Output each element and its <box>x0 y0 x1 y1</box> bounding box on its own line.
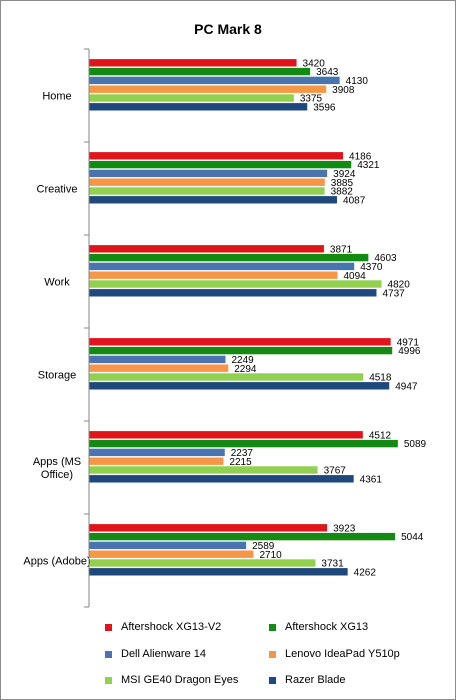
data-label: 2710 <box>259 550 282 561</box>
bar <box>89 457 224 465</box>
category-label: Apps (MS Office) <box>33 456 81 481</box>
data-label: 3420 <box>303 58 326 69</box>
bar <box>89 152 344 160</box>
bar <box>89 559 316 567</box>
data-label: 4971 <box>397 337 420 348</box>
bar <box>89 169 328 178</box>
data-label: 4737 <box>382 288 405 299</box>
data-label: 2249 <box>231 355 254 366</box>
data-label: 2215 <box>229 457 252 468</box>
data-label: 3924 <box>333 169 356 180</box>
data-label: 3375 <box>300 94 323 105</box>
data-label: 4512 <box>369 430 392 441</box>
data-label: 3908 <box>332 85 355 96</box>
bar <box>89 76 340 85</box>
bar <box>89 160 352 169</box>
bar <box>89 338 391 346</box>
data-label: 4370 <box>360 262 383 273</box>
data-label: 4262 <box>354 567 377 578</box>
bar <box>89 524 328 532</box>
chart-title: PC Mark 8 <box>194 21 262 37</box>
bar <box>89 280 382 288</box>
data-label: 3596 <box>313 102 336 113</box>
data-label: 4947 <box>395 381 418 392</box>
bar <box>89 373 364 381</box>
bar <box>89 431 363 439</box>
bar <box>89 94 294 102</box>
bar <box>89 355 226 364</box>
bar <box>89 253 369 262</box>
data-label: 4130 <box>346 76 369 87</box>
bar <box>89 271 338 279</box>
data-label: 2589 <box>252 541 275 552</box>
category-label: Apps (Adobe) <box>23 556 90 568</box>
category-label: Storage <box>38 370 77 382</box>
bar <box>89 541 247 550</box>
bar <box>89 382 390 390</box>
bar <box>89 439 398 448</box>
category-label: Home <box>42 91 71 103</box>
data-label: 4361 <box>360 474 383 485</box>
bar <box>89 346 393 355</box>
bar <box>89 289 377 297</box>
data-label: 5044 <box>401 532 424 543</box>
bar <box>89 85 327 93</box>
data-label: 4186 <box>349 151 372 162</box>
data-label: 3767 <box>324 466 347 477</box>
data-label: 4603 <box>374 253 397 264</box>
bar <box>89 448 225 457</box>
bar <box>89 196 338 204</box>
bar <box>89 475 354 483</box>
bar <box>89 59 297 67</box>
bar <box>89 187 325 195</box>
category-label: Creative <box>37 184 78 196</box>
data-label: 3871 <box>330 244 353 255</box>
bar <box>89 568 348 576</box>
data-label: 4087 <box>343 195 366 206</box>
data-label: 3923 <box>333 523 356 534</box>
data-label: 4518 <box>369 373 392 384</box>
bar <box>89 262 355 271</box>
bar <box>89 67 311 76</box>
data-label: 4820 <box>388 280 411 291</box>
data-label: 2237 <box>231 448 254 459</box>
category-label: Work <box>44 277 70 289</box>
data-label: 3643 <box>316 67 339 78</box>
bar <box>89 550 254 558</box>
data-label: 5089 <box>404 439 427 450</box>
bar <box>89 103 308 111</box>
bar <box>89 532 396 541</box>
bar <box>89 364 229 372</box>
data-label: 4094 <box>343 271 366 282</box>
bar <box>89 245 324 253</box>
data-label: 2294 <box>234 364 257 375</box>
data-label: 4321 <box>357 160 380 171</box>
data-label: 3731 <box>321 559 344 570</box>
bar <box>89 466 318 474</box>
data-label: 3882 <box>331 187 354 198</box>
data-label: 4996 <box>398 346 421 357</box>
data-label: 3885 <box>331 178 354 189</box>
bar <box>89 178 325 186</box>
